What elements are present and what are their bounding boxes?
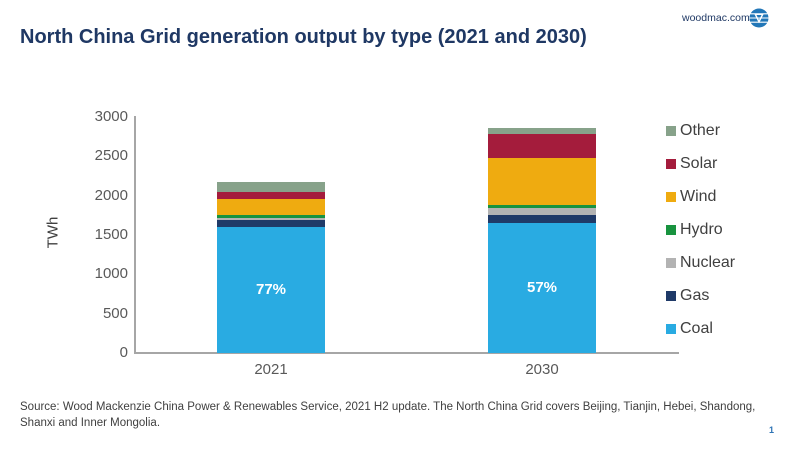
legend-label: Coal bbox=[680, 320, 713, 337]
legend-swatch-nuclear bbox=[666, 258, 676, 268]
woodmac-site-link[interactable]: woodmac.com bbox=[682, 12, 750, 24]
legend-swatch-wind bbox=[666, 192, 676, 202]
bar-segment-nuclear-2030 bbox=[488, 208, 596, 216]
legend-item-other: Other bbox=[666, 121, 720, 141]
bar-segment-wind-2021 bbox=[217, 199, 325, 215]
legend-item-gas: Gas bbox=[666, 286, 709, 306]
legend-swatch-coal bbox=[666, 324, 676, 334]
legend-label: Wind bbox=[680, 188, 717, 205]
legend-swatch-gas bbox=[666, 291, 676, 301]
legend-swatch-hydro bbox=[666, 225, 676, 235]
legend-label: Nuclear bbox=[680, 254, 736, 271]
legend-item-wind: Wind bbox=[666, 187, 716, 207]
y-tick-label: 3000 bbox=[94, 108, 128, 125]
y-tick-label: 500 bbox=[102, 304, 128, 322]
x-category-label: 2021 bbox=[254, 361, 288, 378]
bar-percpoint-label: 77% bbox=[255, 281, 287, 299]
legend-item-hydro: Hydro bbox=[666, 220, 723, 240]
y-tick-label: 2500 bbox=[94, 147, 128, 165]
legend-swatch-other bbox=[666, 126, 676, 136]
bar-segment-solar-2030 bbox=[488, 134, 596, 158]
y-axis-label: TWh bbox=[44, 216, 62, 249]
y-axis-line bbox=[134, 116, 136, 353]
bar-segment-solar-2021 bbox=[217, 192, 325, 200]
bar-segment-hydro-2021 bbox=[217, 214, 325, 219]
bar-segment-nuclear-2021 bbox=[217, 218, 325, 221]
legend-label: Hydro bbox=[680, 221, 723, 238]
y-tick-label: 0 bbox=[119, 344, 128, 361]
page-title: North China Grid generation output by ty… bbox=[20, 26, 587, 48]
bar-segment-gas-2030 bbox=[488, 215, 596, 224]
woodmac-logo-icon bbox=[749, 8, 769, 28]
legend-swatch-solar bbox=[666, 159, 676, 169]
x-category-label: 2030 bbox=[525, 361, 559, 378]
bar-segment-hydro-2030 bbox=[488, 205, 596, 209]
bar-segment-coal-2030: 57% bbox=[488, 223, 596, 353]
page-number: 1 bbox=[768, 425, 774, 435]
y-tick-label: 1500 bbox=[94, 226, 128, 243]
y-tick-label: 2000 bbox=[94, 186, 128, 204]
legend-item-coal: Coal bbox=[666, 319, 713, 339]
legend-label: Solar bbox=[680, 155, 718, 172]
bar-segment-wind-2030 bbox=[488, 157, 596, 206]
source-note: Source: Wood Mackenzie China Power & Ren… bbox=[20, 401, 756, 430]
bar-segment-other-2021 bbox=[217, 182, 325, 193]
bar-segment-gas-2021 bbox=[217, 220, 325, 228]
x-axis-line bbox=[134, 352, 679, 354]
y-tick-label: 1000 bbox=[94, 265, 128, 283]
legend-label: Other bbox=[680, 122, 721, 139]
legend-item-nuclear: Nuclear bbox=[666, 253, 735, 273]
bar-segment-other-2030 bbox=[488, 128, 596, 135]
bar-segment-coal-2021: 77% bbox=[217, 227, 325, 353]
legend-item-solar: Solar bbox=[666, 154, 717, 174]
legend-label: Gas bbox=[680, 287, 710, 304]
bar-percpoint-label: 57% bbox=[526, 279, 558, 297]
